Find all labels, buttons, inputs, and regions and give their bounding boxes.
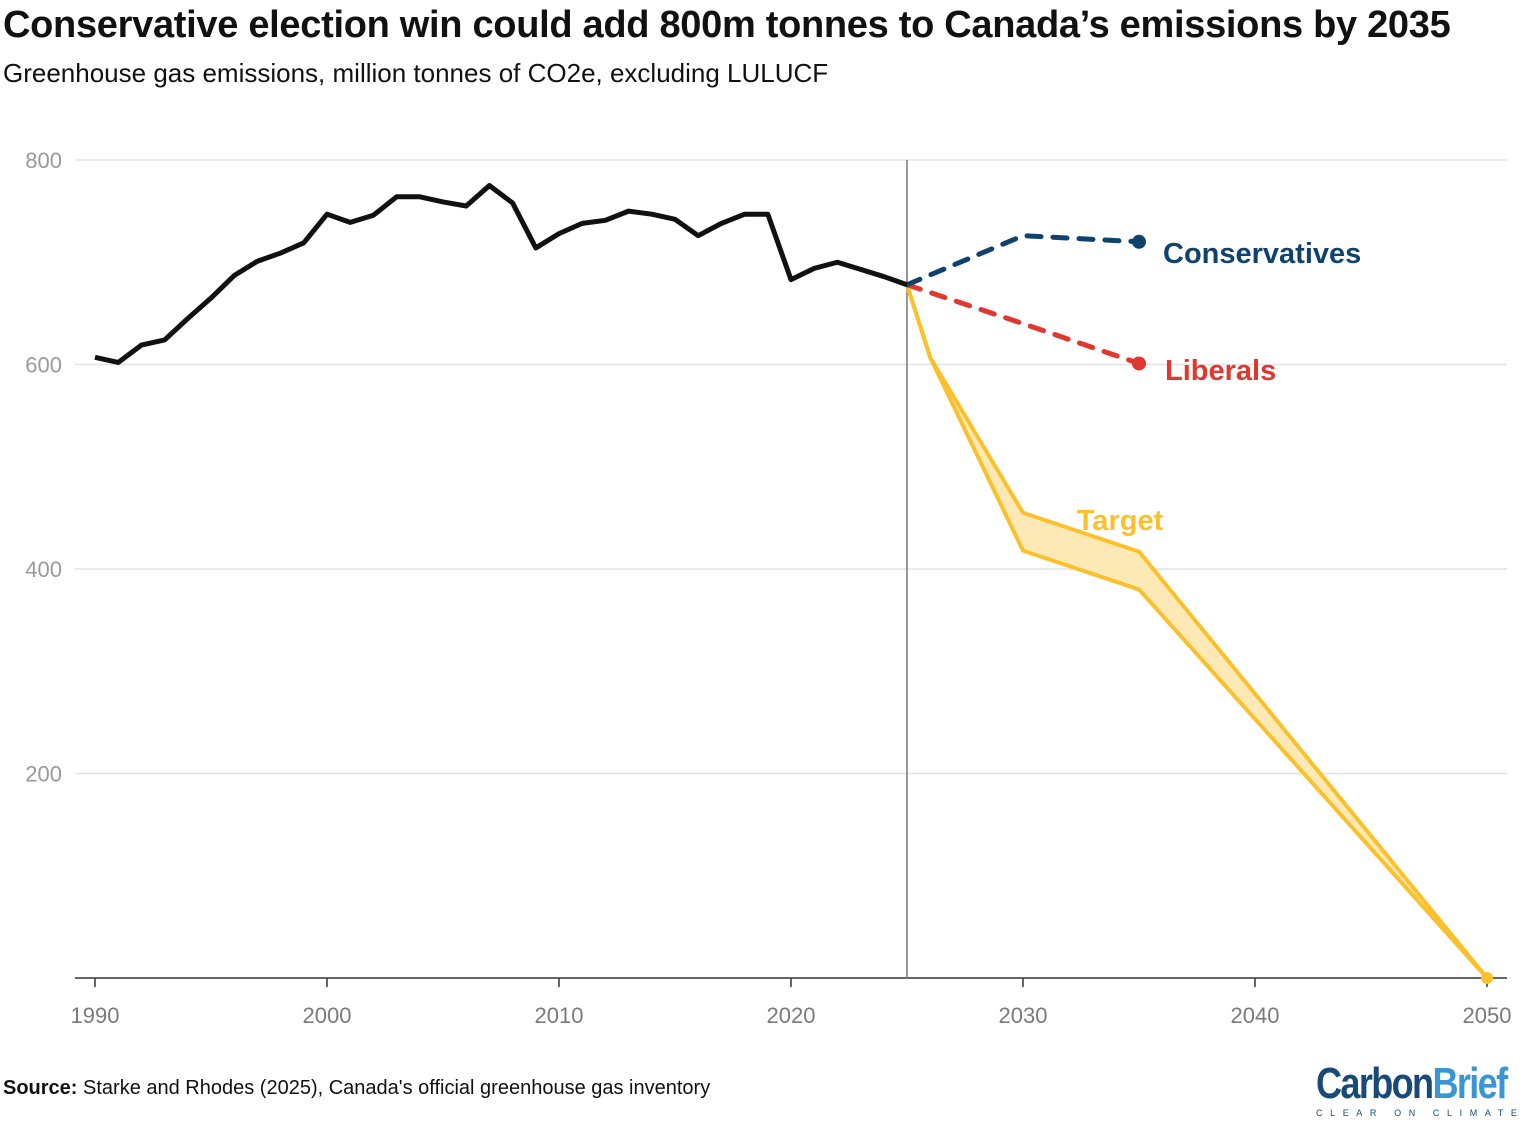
logo-tagline: CLEAR ON CLIMATE — [1316, 1108, 1525, 1118]
conservatives-line — [904, 233, 1142, 288]
liberals-line — [904, 282, 1142, 366]
x-tick-label-2040: 2040 — [1231, 1003, 1280, 1028]
source-text: Starke and Rhodes (2025), Canada's offic… — [77, 1077, 711, 1099]
chart-subtitle: Greenhouse gas emissions, million tonnes… — [3, 58, 829, 88]
source-label: Source: — [3, 1077, 78, 1099]
conservatives-end-point — [1132, 234, 1146, 249]
x-tick-label-2000: 2000 — [303, 1003, 352, 1028]
target-lower-line — [905, 284, 1489, 980]
logo-brief: Brief — [1432, 1059, 1508, 1108]
conservatives-label: Conservatives — [1163, 238, 1361, 270]
carbonbrief-logo: CarbonBrief CLEAR ON CLIMATE — [1316, 1059, 1536, 1119]
chart-title: Conservative election win could add 800m… — [3, 4, 1451, 46]
y-tick-label-200: 200 — [25, 762, 62, 787]
y-tick-label-600: 600 — [25, 353, 62, 378]
x-tick-label-2020: 2020 — [767, 1003, 816, 1028]
x-tick-label-2030: 2030 — [999, 1003, 1048, 1028]
x-tick-label-1990: 1990 — [71, 1003, 120, 1028]
x-tick-label-2050: 2050 — [1463, 1003, 1512, 1028]
y-tick-label-400: 400 — [25, 557, 62, 582]
target-end-point — [1481, 972, 1493, 984]
target-label: Target — [1077, 505, 1164, 537]
y-tick-label-800: 800 — [25, 148, 62, 173]
target-band — [907, 284, 1487, 978]
logo-carbon: Carbon — [1316, 1059, 1434, 1108]
liberals-end-point — [1132, 356, 1146, 371]
historical-emissions-line — [94, 183, 908, 365]
x-tick-label-2010: 2010 — [535, 1003, 584, 1028]
source-note: Source: Starke and Rhodes (2025), Canada… — [3, 1077, 710, 1100]
liberals-label: Liberals — [1165, 355, 1276, 387]
